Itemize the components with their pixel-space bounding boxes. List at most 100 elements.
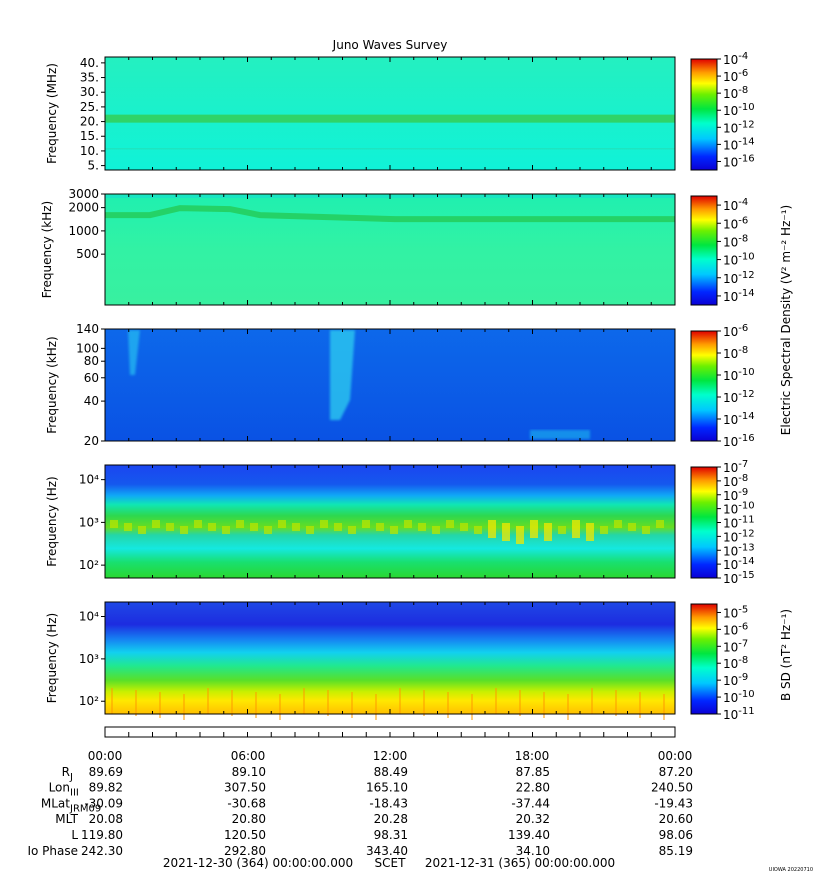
colorbar-tick-label: 10-16 xyxy=(723,433,755,449)
y-tick-label: 20. xyxy=(80,115,99,129)
colorbar-tick-label: 10-14 xyxy=(723,556,755,572)
ephemeris-value: 242.30 xyxy=(81,844,123,858)
ephemeris-value: -30.68 xyxy=(227,796,266,810)
colorbar-tick-label: 10-8 xyxy=(723,85,748,101)
emission-patch xyxy=(124,523,132,531)
y-axis-label: Frequency (Hz) xyxy=(45,613,59,704)
ephemeris-value: 119.80 xyxy=(81,828,123,842)
colorbar-tick-label: 10-7 xyxy=(723,638,748,654)
colorbar-tick-label: 10-8 xyxy=(723,345,748,361)
colorbar-gradient xyxy=(690,195,718,306)
colorbar-3: 10-6 10-8 10-10 10-12 10-14 10-16 xyxy=(690,323,755,449)
colorbars: 10-410-610-810-1010-1210-1410-1610-410-6… xyxy=(690,51,755,722)
emission-patch xyxy=(138,526,146,534)
colorbar-tick-label: 10-4 xyxy=(723,51,748,67)
spectrogram-5 xyxy=(105,602,675,714)
colorbar-tick-label: 10-10 xyxy=(723,102,755,118)
y-axis-label: Frequency (MHz) xyxy=(45,63,59,164)
ephemeris-value: 240.50 xyxy=(651,781,693,795)
colorbar-gradient xyxy=(690,330,718,442)
emission-patch xyxy=(642,526,650,534)
y-tick-label: 10² xyxy=(79,694,99,708)
emission-patch xyxy=(446,520,454,528)
spectrogram-2 xyxy=(105,194,675,305)
emission-patch xyxy=(418,523,426,531)
colorbar-tick-label: 10-8 xyxy=(723,655,748,671)
emission-patch xyxy=(222,526,230,534)
panel-4: 10⁴ 10³ 10² Frequency (Hz) xyxy=(45,464,676,579)
emission-patch xyxy=(348,526,356,534)
colorbar-gradient xyxy=(690,466,718,579)
ephemeris-value: 88.49 xyxy=(374,765,408,779)
emission-patch xyxy=(236,520,244,528)
emission-streak xyxy=(279,694,281,720)
y-tick-label: 3000 xyxy=(68,187,99,201)
y-tick-label: 100 xyxy=(76,341,99,355)
colorbar-tick-label: 10-15 xyxy=(723,570,755,586)
y-axis-label: Frequency (kHz) xyxy=(45,336,59,433)
emission-patch xyxy=(628,523,636,531)
ephemeris-value: 89.69 xyxy=(89,765,123,779)
y-tick-label: 1000 xyxy=(68,224,99,238)
y-tick-label: 15. xyxy=(80,129,99,143)
emission-patch xyxy=(376,523,384,531)
y-tick-label: 60 xyxy=(84,371,99,385)
colorbar-gradient xyxy=(690,603,718,715)
y-tick-label: 10. xyxy=(80,144,99,158)
y-tick-label: 20 xyxy=(84,434,99,448)
y-tick-label: 500 xyxy=(76,247,99,261)
emission-streak xyxy=(471,694,473,720)
emission-streak xyxy=(327,690,329,716)
colorbar-tick-label: 10-13 xyxy=(723,542,755,558)
emission-streak xyxy=(375,694,377,720)
emission-patch xyxy=(278,520,286,528)
emission-patch xyxy=(614,520,622,528)
colorbar-tick-label: 10-6 xyxy=(723,68,748,84)
y-tick-label: 10⁴ xyxy=(79,610,99,624)
y-tick-label: 140 xyxy=(76,322,99,336)
emission-patch xyxy=(180,526,188,534)
emission-streak xyxy=(423,690,425,716)
ephemeris-value: 34.10 xyxy=(516,844,550,858)
emission-patch xyxy=(432,526,440,534)
colorbar-tick-label: 10-5 xyxy=(723,604,748,620)
colorbar-2: 10-4 10-6 10-8 10-10 10-12 10-14 xyxy=(690,195,755,306)
y-tick-label: 10³ xyxy=(79,515,99,529)
y-tick-label: 2000 xyxy=(68,201,99,215)
emission-streak xyxy=(303,688,305,714)
ephemeris-time: 12:00 xyxy=(373,749,408,763)
ephemeris-value: 165.10 xyxy=(366,781,408,795)
ephemeris-value: 22.80 xyxy=(516,781,550,795)
y-tick-label: 10³ xyxy=(79,652,99,666)
emission-streak xyxy=(231,690,233,716)
emission-streak xyxy=(519,690,521,716)
emission-patch xyxy=(306,526,314,534)
emission-patch xyxy=(586,523,594,541)
ephemeris-value: 98.31 xyxy=(374,828,408,842)
colorbar-tick-label: 10-12 xyxy=(723,389,755,405)
colorbar-tick-label: 10-14 xyxy=(723,136,755,152)
emission-patch xyxy=(292,523,300,531)
ephemeris-value: 87.85 xyxy=(516,765,550,779)
ephemeris-table: 00:00 06:00 12:00 18:00 00:00 R J 89.69 89.10 88.… xyxy=(27,749,693,858)
figure-title: Juno Waves Survey xyxy=(332,38,448,52)
ephemeris-row-label: R xyxy=(62,765,70,779)
ephemeris-time: 06:00 xyxy=(231,749,266,763)
emission-streak xyxy=(615,690,617,716)
colorbar-tick-label: 10-6 xyxy=(723,215,748,231)
ephemeris-row-subscript: J xyxy=(69,772,73,783)
time-axis xyxy=(104,726,676,738)
ephemeris-value: 89.10 xyxy=(232,765,266,779)
ephemeris-row-subscript: III xyxy=(70,788,79,799)
ephemeris-value: 85.19 xyxy=(659,844,693,858)
ephemeris-row-label: Lon xyxy=(49,781,70,795)
colorbar-tick-label: 10-11 xyxy=(723,515,755,531)
y-tick-label: 25. xyxy=(80,100,99,114)
y-tick-label: 80 xyxy=(84,354,99,368)
emission-patch xyxy=(600,526,608,534)
emission-streak xyxy=(183,694,185,720)
emission-streak xyxy=(663,694,665,720)
